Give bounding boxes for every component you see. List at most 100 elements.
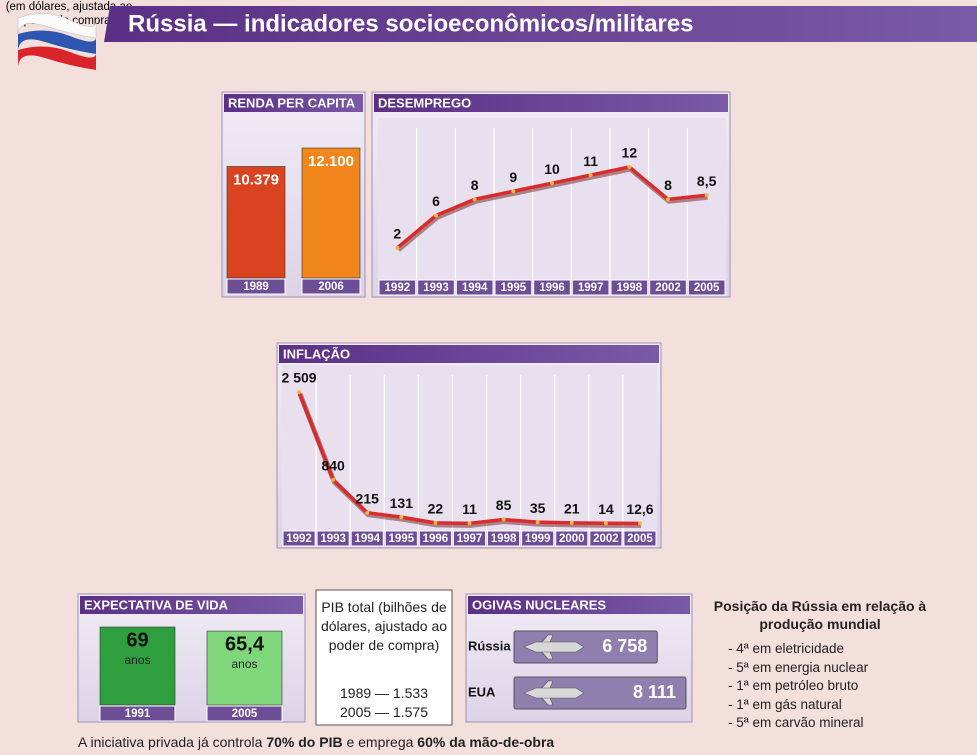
x-tick-label: 1997: [578, 282, 604, 294]
bar: [206, 630, 283, 706]
x-tick-label: 1993: [423, 282, 449, 294]
value-label: 8 111: [633, 682, 676, 702]
year-box: [610, 279, 649, 296]
panel-title: DESEMPREGO: [378, 95, 471, 110]
value-label: 12,6: [626, 501, 653, 517]
x-tick-label: 2002: [593, 533, 619, 545]
x-tick-label: 1996: [423, 533, 449, 545]
panel-title: OGIVAS NUCLEARES: [472, 597, 606, 612]
position-item: - 1ª em petróleo bruto: [728, 678, 859, 693]
footer-text: A iniciativa privada já controla: [78, 734, 267, 750]
x-tick-label: 1989: [243, 281, 269, 293]
value-label: 65,4: [225, 633, 265, 655]
position-item: - 5ª em energia nuclear: [728, 659, 869, 675]
x-tick-label: 1993: [320, 533, 346, 545]
bar: [99, 626, 176, 706]
bar: [301, 147, 361, 279]
missile-icon: [523, 634, 585, 660]
value-label: 69: [126, 629, 148, 651]
flag: [17, 13, 97, 70]
plot-area: [282, 365, 657, 531]
year-box: [384, 530, 418, 547]
value-label: 215: [356, 490, 380, 506]
x-tick-label: 1992: [385, 282, 411, 294]
year-box: [316, 530, 350, 547]
value-label: 12: [622, 145, 638, 161]
pib-title: PIB total (bilhões de dólares, ajustado …: [320, 599, 448, 653]
value-label: 10.379: [233, 171, 279, 188]
x-tick-label: 1991: [125, 708, 151, 720]
x-tick-label: 2006: [318, 281, 344, 293]
x-tick-label: 2005: [232, 708, 258, 720]
x-tick-label: 2005: [627, 533, 653, 545]
value-label: 8: [471, 177, 479, 193]
value-label: 9: [509, 169, 517, 185]
point: [550, 181, 554, 186]
year-box: [649, 279, 687, 296]
header-bar: [104, 6, 977, 42]
category-label: Rússia: [468, 638, 511, 653]
bar: [513, 676, 687, 710]
year-box: [350, 530, 384, 547]
panel-title: RENDA PER CAPITA: [228, 95, 356, 110]
panel-header: [224, 94, 363, 112]
position-item: - 4ª em eletricidade: [728, 641, 845, 656]
year-box: [494, 279, 533, 296]
value-label: 22: [428, 501, 444, 517]
x-tick-label: 1998: [491, 533, 517, 545]
year-box: [455, 279, 494, 296]
footer: A iniciativa privada já controla 70% do …: [78, 734, 554, 750]
year-box: [623, 530, 657, 547]
bar: [226, 166, 286, 279]
point: [603, 521, 608, 526]
panel-title: INFLAÇÃO: [283, 346, 350, 361]
position-item: - 5ª em carvão mineral: [728, 715, 864, 730]
point: [588, 173, 593, 178]
value-label: 8: [664, 177, 672, 193]
point: [627, 165, 632, 169]
x-tick-label: 1999: [525, 533, 551, 545]
pib-row: 1989 — 1.533: [340, 685, 428, 701]
year-box: [487, 530, 521, 547]
footer-text: e emprega: [342, 734, 418, 750]
point: [395, 245, 400, 250]
value-label: 6: [432, 193, 440, 209]
pib-rows: 1989 — 1.533 2005 — 1.575: [320, 684, 448, 722]
year-box: [452, 530, 487, 547]
point: [501, 517, 506, 522]
value-label: 14: [598, 501, 614, 517]
point: [331, 477, 336, 482]
point: [472, 197, 477, 202]
point: [511, 189, 516, 194]
value-label: 11: [583, 153, 598, 169]
point: [433, 520, 438, 525]
point: [569, 520, 574, 525]
year-box: [555, 530, 589, 547]
value-label: 12.100: [308, 153, 354, 170]
point: [535, 520, 540, 525]
footer-text: 70% do PIB: [266, 734, 343, 750]
value-label: 85: [496, 497, 512, 513]
point: [399, 515, 404, 520]
value-label: 2: [393, 226, 401, 242]
year-box: [589, 530, 623, 547]
value-label: 840: [321, 458, 345, 474]
point: [467, 521, 472, 526]
year-box: [418, 530, 452, 547]
value-label: 8,5: [697, 173, 717, 189]
point: [704, 193, 709, 198]
year-box: [521, 530, 555, 547]
page-title: Rússia — indicadores socioeconômicos/mil…: [128, 10, 694, 37]
x-tick-label: 1994: [462, 282, 488, 294]
x-tick-label: 1995: [389, 533, 415, 545]
value-label: 2 509: [282, 370, 317, 386]
missile-icon: [523, 680, 585, 706]
point: [297, 390, 302, 394]
x-tick-label: 1994: [354, 533, 380, 545]
position-item: - 1ª em gás natural: [728, 696, 842, 712]
point: [434, 213, 438, 218]
panel-title: EXPECTATIVA DE VIDA: [84, 597, 229, 612]
year-box: [378, 279, 417, 296]
